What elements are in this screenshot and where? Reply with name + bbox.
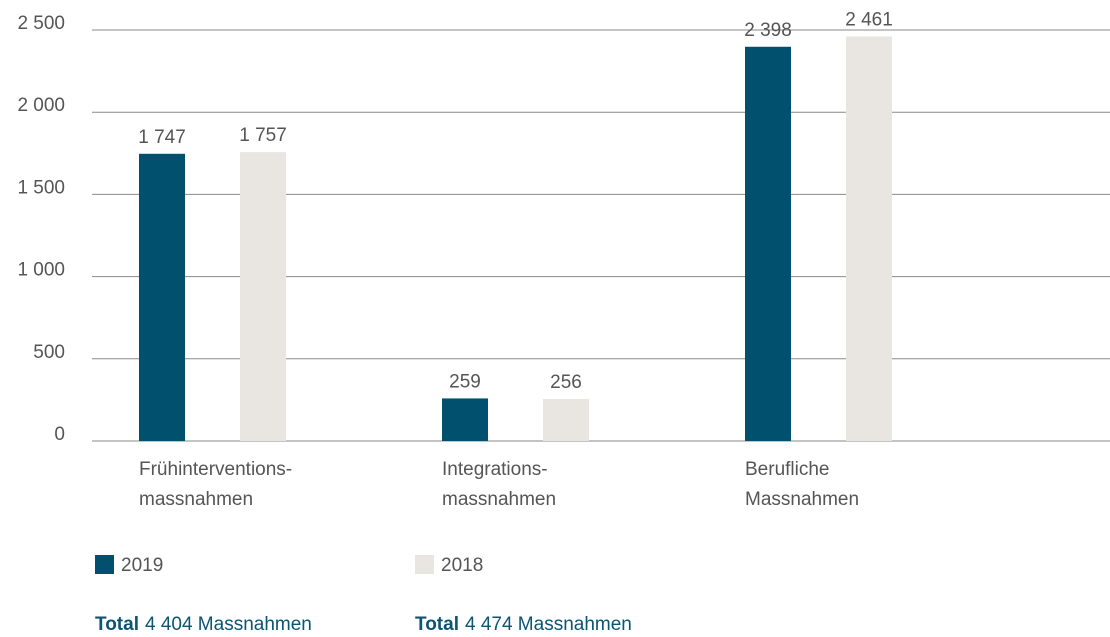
bar [442, 398, 488, 441]
y-tick-label: 1 000 [17, 260, 65, 281]
legend-swatch [415, 555, 434, 574]
legend-swatch [95, 555, 114, 574]
bar [240, 152, 286, 441]
bar [543, 398, 589, 441]
bar [846, 36, 892, 442]
bar [139, 153, 185, 441]
y-tick-label: 2 500 [17, 13, 65, 34]
total-label: Total [95, 614, 139, 635]
legend-label: 2019 [121, 555, 163, 576]
y-tick-label: 0 [54, 424, 65, 445]
y-tick-label: 1 500 [17, 177, 65, 198]
value-label: 1 747 [138, 127, 186, 148]
total: Total 4 404 Massnahmen [95, 614, 312, 635]
y-tick-label: 2 000 [17, 95, 65, 116]
x-tick-label: massnahmen [442, 489, 556, 510]
total-text: 4 404 Massnahmen [145, 614, 312, 635]
x-tick-label: massnahmen [139, 489, 253, 510]
legend-label: 2018 [441, 555, 483, 576]
bar [745, 46, 791, 441]
total-text: 4 474 Massnahmen [465, 614, 632, 635]
x-tick-label: Berufliche [745, 459, 830, 480]
value-label: 256 [550, 372, 582, 393]
total-label: Total [415, 614, 459, 635]
value-label: 2 461 [845, 9, 893, 30]
y-tick-label: 500 [33, 342, 65, 363]
x-tick-label: Integrations- [442, 459, 548, 480]
total: Total 4 474 Massnahmen [415, 614, 632, 635]
x-tick-label: Frühinterventions- [139, 459, 292, 480]
value-label: 259 [449, 371, 481, 392]
value-label: 1 757 [239, 125, 287, 146]
value-label: 2 398 [744, 20, 792, 41]
x-tick-label: Massnahmen [745, 489, 859, 510]
